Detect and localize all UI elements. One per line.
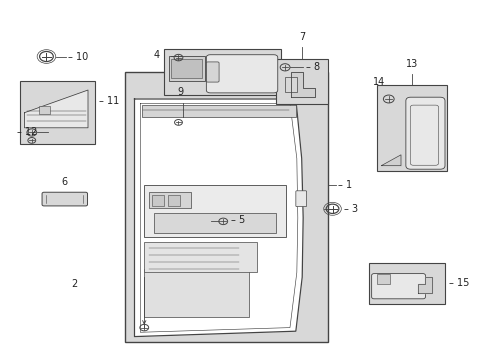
Text: 14: 14: [372, 77, 385, 87]
Bar: [163, 49, 281, 95]
Bar: [144, 242, 257, 273]
Text: 6: 6: [61, 177, 67, 187]
Text: 9: 9: [178, 87, 183, 97]
FancyBboxPatch shape: [295, 191, 306, 207]
Bar: [376, 274, 389, 284]
Bar: [376, 85, 447, 171]
Bar: [39, 107, 50, 114]
Bar: [149, 192, 190, 208]
Polygon shape: [134, 99, 303, 337]
Bar: [368, 263, 444, 304]
Text: 2: 2: [71, 279, 77, 289]
Text: 13: 13: [405, 59, 417, 69]
Bar: [20, 81, 95, 144]
Bar: [167, 195, 180, 207]
Polygon shape: [417, 277, 431, 293]
FancyBboxPatch shape: [206, 62, 219, 82]
Bar: [276, 59, 327, 104]
Text: – 12: – 12: [17, 127, 38, 138]
FancyBboxPatch shape: [206, 55, 277, 93]
Bar: [142, 105, 295, 117]
Bar: [144, 185, 285, 237]
FancyBboxPatch shape: [405, 97, 444, 169]
Text: – 1: – 1: [338, 180, 352, 190]
Bar: [168, 56, 205, 81]
Polygon shape: [24, 90, 88, 128]
Text: – 3: – 3: [344, 204, 358, 214]
Bar: [144, 269, 249, 317]
Bar: [171, 59, 202, 78]
Text: – 10: – 10: [68, 51, 88, 62]
Polygon shape: [381, 155, 400, 166]
Polygon shape: [290, 72, 315, 97]
Bar: [151, 195, 163, 207]
Text: – 11: – 11: [99, 96, 119, 106]
Text: – 8: – 8: [305, 62, 319, 72]
FancyBboxPatch shape: [42, 192, 87, 206]
Text: – 5: – 5: [230, 215, 244, 225]
Text: 4: 4: [153, 50, 160, 60]
Bar: [124, 72, 327, 342]
FancyBboxPatch shape: [371, 274, 425, 299]
Bar: [154, 213, 276, 233]
Text: 7: 7: [298, 32, 305, 42]
Bar: [285, 77, 297, 92]
Text: – 15: – 15: [448, 279, 468, 288]
